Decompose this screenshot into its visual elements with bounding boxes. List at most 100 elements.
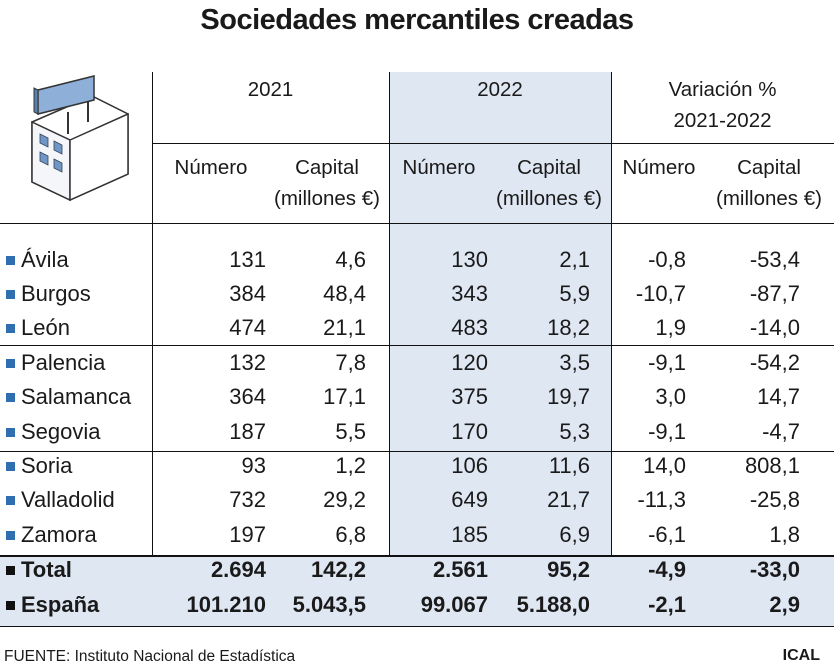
row-name: León	[21, 315, 70, 340]
table-cell: 5,5	[335, 419, 366, 444]
table-cell: 187	[229, 419, 266, 444]
province-label: Zamora	[6, 518, 97, 552]
province-label: Valladolid	[6, 483, 115, 517]
table-cell: 3,0	[655, 384, 686, 409]
row-name: Salamanca	[21, 384, 132, 409]
table-cell: -53,4	[749, 247, 800, 272]
table-cell: 5.043,5	[292, 592, 366, 617]
table-cell: 384	[229, 281, 266, 306]
table-cell: 48,4	[323, 281, 366, 306]
table-cell: -11,3	[637, 487, 686, 512]
table-cell: 93	[241, 453, 266, 478]
bullet-icon	[6, 496, 15, 505]
group-separator-1	[0, 345, 834, 347]
bullet-icon	[6, 566, 15, 575]
row-name: Burgos	[21, 281, 91, 306]
table-cell: 132	[229, 350, 266, 375]
table-cell: 2.694	[210, 557, 266, 582]
header-2021: 2021	[247, 78, 294, 101]
table-cell: 197	[229, 522, 266, 547]
table-cell: -9,1	[648, 350, 686, 375]
header-bottom-rule	[0, 223, 834, 225]
bullet-icon	[6, 359, 15, 368]
table-cell: -6,1	[648, 522, 686, 547]
capital-label: Capital	[737, 156, 801, 179]
table-cell: -87,7	[749, 281, 800, 306]
group-separator-2	[0, 451, 834, 453]
table-cell: 4,6	[335, 247, 366, 272]
table-cell: -4,9	[648, 557, 686, 582]
table-cell: 2.561	[432, 557, 488, 582]
province-label: Segovia	[6, 415, 101, 449]
province-label: Palencia	[6, 346, 105, 380]
table-cell: 3,5	[559, 350, 590, 375]
capital-label: Capital	[517, 156, 581, 179]
table-cell: 170	[451, 419, 488, 444]
province-label: León	[6, 311, 70, 345]
table-cell: -25,8	[749, 487, 800, 512]
table-cell: 2,9	[769, 592, 800, 617]
table-cell: 131	[229, 247, 266, 272]
table-cell: 7,8	[335, 350, 366, 375]
table-cell: 185	[451, 522, 488, 547]
divider-col-variation	[611, 72, 613, 556]
table-cell: 1,8	[769, 522, 800, 547]
row-name: España	[21, 592, 100, 617]
bullet-icon	[6, 428, 15, 437]
bullet-icon	[6, 531, 15, 540]
subheader-2022-capital: Capital (millones €)	[484, 152, 614, 214]
table-cell: 14,7	[757, 384, 800, 409]
row-name: Soria	[21, 453, 73, 478]
table-cell: -9,1	[648, 419, 686, 444]
bullet-icon	[6, 256, 15, 265]
capital-label: Capital	[295, 156, 359, 179]
table-cell: 474	[229, 315, 266, 340]
province-label: Soria	[6, 449, 72, 483]
table-cell: 2,1	[559, 247, 590, 272]
capital-unit: (millones €)	[274, 187, 380, 210]
province-label: Salamanca	[6, 380, 131, 414]
table-cell: -33,0	[749, 557, 800, 582]
brand-label: ICAL	[782, 647, 820, 664]
table-cell: 106	[451, 453, 488, 478]
table-cell: 5,3	[559, 419, 590, 444]
subheader-2022-numero: Número	[402, 156, 476, 179]
highlight-totals-band	[0, 556, 834, 626]
table-cell: 14,0	[643, 453, 686, 478]
chart-title: Sociedades mercantiles creadas	[200, 4, 634, 36]
bullet-icon	[6, 393, 15, 402]
table-cell: 808,1	[744, 453, 800, 478]
row-name: Palencia	[21, 350, 106, 375]
bullet-icon	[6, 462, 15, 471]
table-cell: 5.188,0	[516, 592, 590, 617]
table-cell: 343	[451, 281, 488, 306]
province-label: Ávila	[6, 243, 69, 277]
table-cell: 17,1	[323, 384, 366, 409]
divider-col-2022	[389, 72, 391, 556]
table-cell: 19,7	[547, 384, 590, 409]
total-row-label: Total	[6, 553, 72, 587]
divider-col-2021	[152, 72, 154, 556]
table-cell: 29,2	[323, 487, 366, 512]
table-cell: 130	[451, 247, 488, 272]
table-cell: -4,7	[762, 419, 800, 444]
table-cell: -54,2	[749, 350, 800, 375]
header-separator	[152, 143, 834, 145]
header-variation: Variación % 2021-2022	[611, 74, 834, 136]
row-name: Valladolid	[21, 487, 115, 512]
subheader-2021-numero: Número	[174, 156, 248, 179]
row-name: Ávila	[21, 247, 69, 272]
building-icon	[31, 75, 129, 202]
row-name: Zamora	[21, 522, 97, 547]
header-2022: 2022	[477, 78, 523, 101]
table-cell: 142,2	[310, 557, 366, 582]
table-cell: 6,9	[559, 522, 590, 547]
table-cell: 101.210	[186, 592, 266, 617]
totals-separator	[0, 555, 834, 557]
row-name: Segovia	[21, 419, 101, 444]
bullet-icon	[6, 601, 15, 610]
capital-unit: (millones €)	[716, 187, 822, 210]
table-cell: 6,8	[335, 522, 366, 547]
table-cell: 5,9	[559, 281, 590, 306]
table-bottom-rule	[0, 626, 834, 628]
